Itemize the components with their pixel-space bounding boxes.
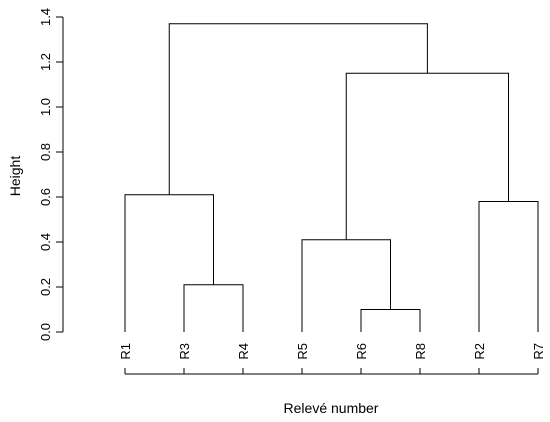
x-axis-bracket (124, 368, 539, 375)
leaf-label: R8 (413, 343, 428, 360)
leaf-label: R3 (177, 343, 192, 360)
dendrogram-link (183, 284, 244, 332)
y-tick-label: 0.2 (38, 278, 53, 296)
dendrogram-link (301, 239, 391, 332)
leaf-label: R4 (236, 343, 251, 360)
y-axis-label: Height (7, 156, 23, 197)
dendrogram-link (124, 194, 214, 332)
y-tick-label: 0.6 (38, 188, 53, 206)
leaf-label: R6 (354, 343, 369, 360)
leaf-label: R5 (295, 343, 310, 360)
dendrogram-link (360, 309, 421, 332)
dendrogram-link (168, 23, 428, 195)
y-tick-label: 1.4 (38, 8, 53, 26)
leaf-label: R1 (118, 343, 133, 360)
leaf-label: R2 (472, 343, 487, 360)
y-axis: 0.0 0.2 0.4 0.6 0.8 1.0 1.2 1.4 (38, 8, 64, 341)
leaf-label: R7 (531, 343, 546, 360)
x-axis-label: Relevé number (284, 400, 379, 416)
y-tick-label: 0.8 (38, 143, 53, 161)
y-tick-label: 0.0 (38, 323, 53, 341)
leaf-labels: R1 R3 R4 R5 R6 R8 R2 R7 (118, 343, 546, 360)
y-tick-label: 1.2 (38, 53, 53, 71)
y-tick-label: 1.0 (38, 98, 53, 116)
dendrogram-link (345, 72, 509, 240)
y-tick-label: 0.4 (38, 233, 53, 251)
dendrogram-link (478, 201, 539, 332)
dendrogram-links (124, 23, 539, 332)
